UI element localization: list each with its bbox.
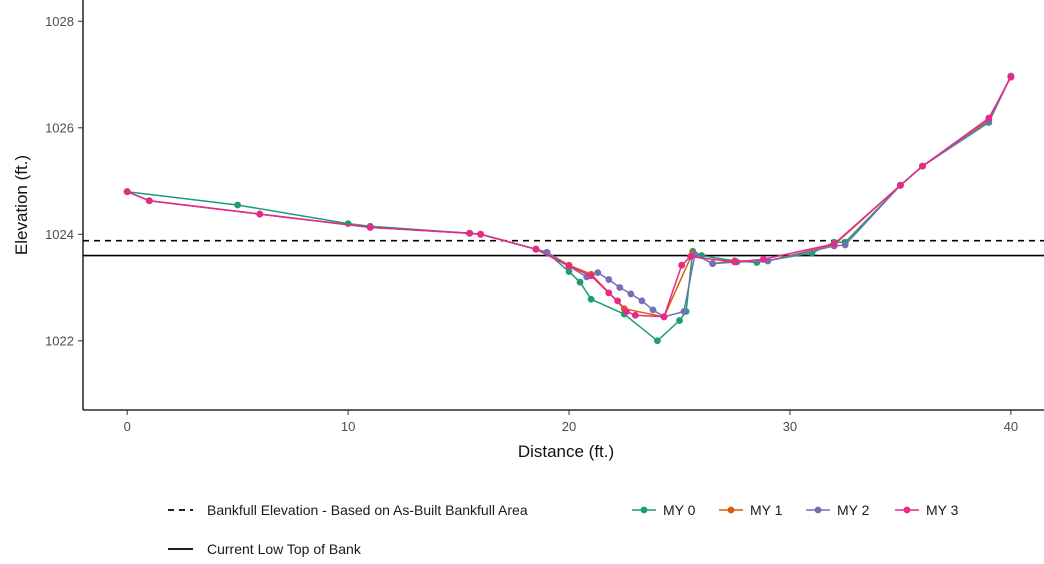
legend-label-series-3: MY 2 xyxy=(837,502,870,518)
data-point-s3-11 xyxy=(594,269,602,277)
data-point-s4-4 xyxy=(366,223,374,231)
data-point-s4-12 xyxy=(623,308,630,315)
legend-label-series-2: MY 1 xyxy=(750,502,783,518)
data-point-s3-12 xyxy=(605,276,613,283)
plot-area xyxy=(83,72,1044,345)
data-point-s4-13 xyxy=(631,311,639,319)
data-point-s4-19 xyxy=(830,240,838,248)
legend-label-ref-1: Bankfull Elevation - Based on As-Built B… xyxy=(207,502,528,518)
data-point-s4-20 xyxy=(897,181,904,189)
x-axis-title: Distance (ft.) xyxy=(518,442,614,461)
data-point-s4-16 xyxy=(687,253,694,261)
data-point-s4-21 xyxy=(919,162,926,170)
data-point-s4-3 xyxy=(256,210,264,218)
x-tick-label: 10 xyxy=(341,419,355,434)
legend-label-series-4: MY 3 xyxy=(926,502,959,518)
data-point-s1-13 xyxy=(653,337,661,345)
data-point-s1-9 xyxy=(565,268,573,275)
legend-key-point-4 xyxy=(903,506,911,514)
data-point-s4-7 xyxy=(532,245,540,253)
data-point-s3-13 xyxy=(616,284,624,291)
x-tick-label: 20 xyxy=(562,419,576,434)
legend-key-point-3 xyxy=(814,506,822,514)
data-point-s3-14 xyxy=(627,290,635,298)
y-tick-label: 1026 xyxy=(45,120,74,135)
data-point-s4-6 xyxy=(477,230,485,238)
series-line-2 xyxy=(126,75,1012,318)
data-point-s3-24 xyxy=(841,241,849,249)
legend-key-point-2 xyxy=(727,506,735,514)
data-point-s1-3 xyxy=(344,220,352,228)
legend-key-point-1 xyxy=(640,506,648,514)
data-point-s4-9 xyxy=(587,272,595,280)
data-point-s4-18 xyxy=(760,255,767,263)
data-point-s4-2 xyxy=(145,197,153,205)
data-point-s4-8 xyxy=(565,262,573,270)
data-point-s3-16 xyxy=(649,306,657,314)
x-tick-label: 30 xyxy=(783,419,797,434)
x-tick-label: 40 xyxy=(1004,419,1018,434)
series-line-3 xyxy=(126,75,1012,318)
data-point-s1-11 xyxy=(587,295,595,303)
data-point-s3-20 xyxy=(709,260,717,267)
data-point-s4-15 xyxy=(678,261,686,269)
data-point-s1-10 xyxy=(576,278,584,286)
data-point-s4-17 xyxy=(731,258,739,266)
data-point-s3-18 xyxy=(680,308,688,315)
legend-label-series-1: MY 0 xyxy=(663,502,696,518)
x-tick-label: 0 xyxy=(124,419,131,434)
y-tick-label: 1024 xyxy=(45,227,74,242)
y-tick-label: 1022 xyxy=(45,333,74,348)
legend: Bankfull Elevation - Based on As-Built B… xyxy=(168,502,959,557)
data-point-s4-23 xyxy=(1007,73,1015,81)
data-point-s4-22 xyxy=(985,114,993,122)
data-point-s1-2 xyxy=(234,201,242,209)
data-point-s4-10 xyxy=(605,289,613,297)
axis-ticks: 0 10 20 30 40 1022 1024 1026 1028 xyxy=(45,14,1018,434)
legend-label-ref-2: Current Low Top of Bank xyxy=(207,541,362,557)
series-line-4 xyxy=(126,76,1012,318)
data-point-s4-11 xyxy=(614,297,622,305)
y-axis-title: Elevation (ft.) xyxy=(12,155,31,255)
data-point-s4-14 xyxy=(660,313,668,321)
data-point-s1-14 xyxy=(676,317,683,324)
data-point-s3-15 xyxy=(638,297,646,305)
data-point-s4-1 xyxy=(123,188,131,196)
y-tick-label: 1028 xyxy=(45,14,74,29)
data-point-s4-5 xyxy=(466,229,474,237)
